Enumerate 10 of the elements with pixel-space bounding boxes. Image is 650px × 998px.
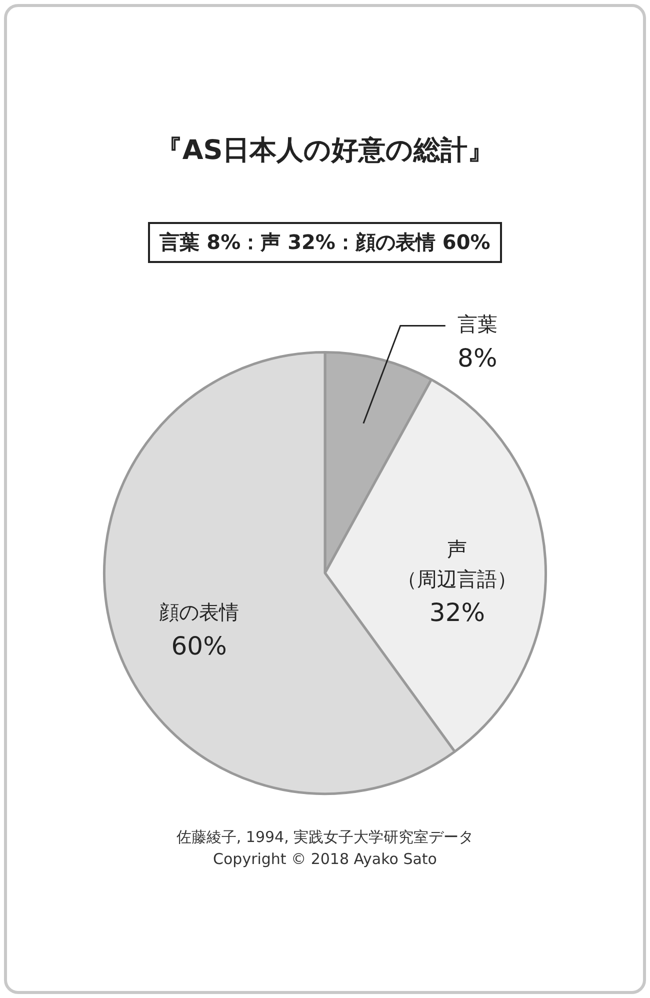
data-label: 8% <box>458 343 498 372</box>
slice-label: 言葉 <box>457 312 498 336</box>
chart-title: 『AS日本人の好意の総計』 <box>154 134 496 168</box>
slice-label: 声（周辺言語） <box>397 536 518 591</box>
slice-label: 顔の表情 <box>159 600 240 624</box>
text: Copyright © 2018 Ayako Sato <box>212 849 438 870</box>
chart-subtitle: 言葉 8%：声 32%：顔の表情 60% <box>148 222 502 263</box>
data-label: 60% <box>171 631 227 660</box>
text: 佐藤綾子, 1994, 実践女子大学研究室データ <box>175 827 475 848</box>
data-label: 32% <box>429 598 485 628</box>
